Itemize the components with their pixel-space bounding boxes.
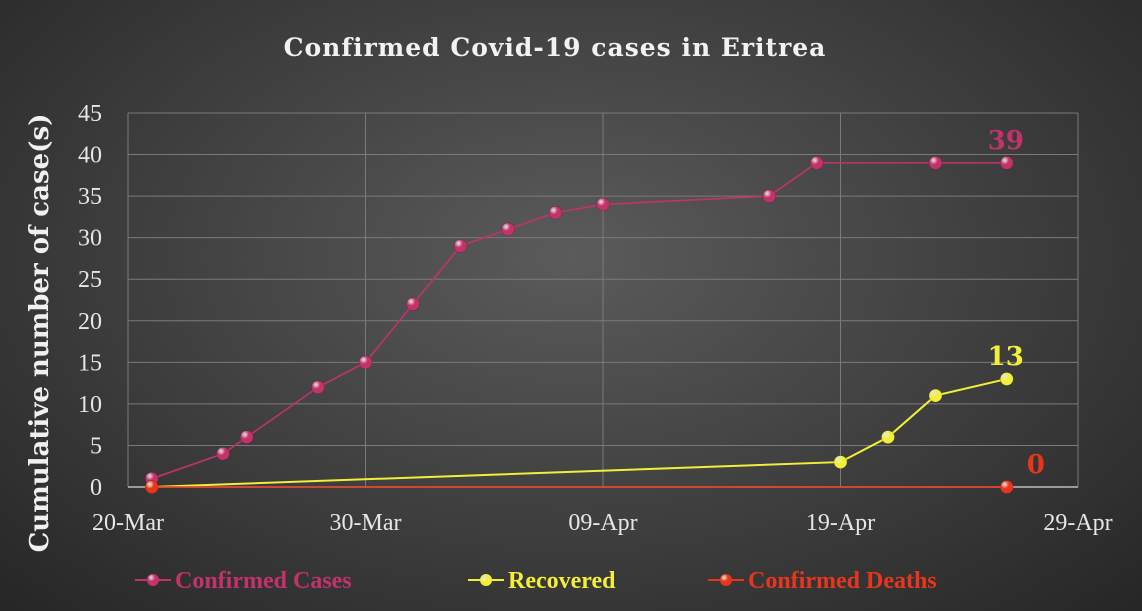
legend: Confirmed Cases Recovered Confirmed Deaths [135,568,937,594]
x-tick-label: 20-Mar [92,510,164,536]
x-tick-label: 30-Mar [330,510,402,536]
data-point [596,197,610,212]
data-point [144,480,159,494]
data-point [239,430,254,444]
data-point [216,446,230,461]
y-tick-label: 0 [90,475,102,501]
series-layer: 39 13 0 [144,126,1045,494]
data-point [406,297,420,311]
series-line [151,162,1007,480]
data-point [453,239,468,253]
legend-marker [720,574,732,586]
series-confirmed-cases: 39 [144,126,1024,486]
data-point [501,222,515,237]
y-tick-label: 5 [90,433,102,459]
chart-title: Confirmed Covid-19 cases in Eritrea [284,33,827,62]
x-tick-label: 09-Apr [568,510,637,536]
data-point [999,372,1014,386]
x-tick-label: 29-Apr [1043,510,1112,536]
data-point [928,388,943,403]
y-tick-label: 25 [78,267,102,293]
data-point [999,156,1014,170]
end-data-label: 13 [988,342,1024,372]
y-tick-label: 10 [78,392,102,418]
data-point [881,430,895,444]
data-point [358,355,373,370]
series-recovered: 13 [144,342,1024,494]
y-axis-label: Cumulative number of case(s) [25,114,55,553]
legend-marker [147,574,159,586]
y-tick-label: 40 [78,143,102,169]
y-tick-label: 30 [78,226,102,252]
legend-label: Confirmed Cases [175,568,352,594]
gridlines [127,112,1079,488]
data-point [833,455,848,469]
end-data-label: 0 [1027,450,1045,480]
y-tick-label: 15 [78,350,102,376]
legend-item: Confirmed Cases [135,568,352,594]
data-point [762,189,777,203]
data-point [548,205,563,220]
legend-item: Recovered [468,568,616,594]
legend-label: Confirmed Deaths [748,568,937,594]
series-confirmed-deaths: 0 [144,450,1045,494]
series-line [151,377,1007,488]
end-data-label: 39 [988,126,1024,156]
data-point [809,156,824,170]
x-tick-label: 19-Apr [806,510,875,536]
legend-marker [480,574,492,586]
y-tick-label: 35 [78,184,102,210]
data-point [311,380,325,395]
y-tick-label: 20 [78,309,102,335]
data-point [928,156,943,170]
legend-label: Recovered [508,568,616,594]
data-point [999,480,1014,494]
legend-item: Confirmed Deaths [708,568,937,594]
y-tick-label: 45 [78,101,102,127]
